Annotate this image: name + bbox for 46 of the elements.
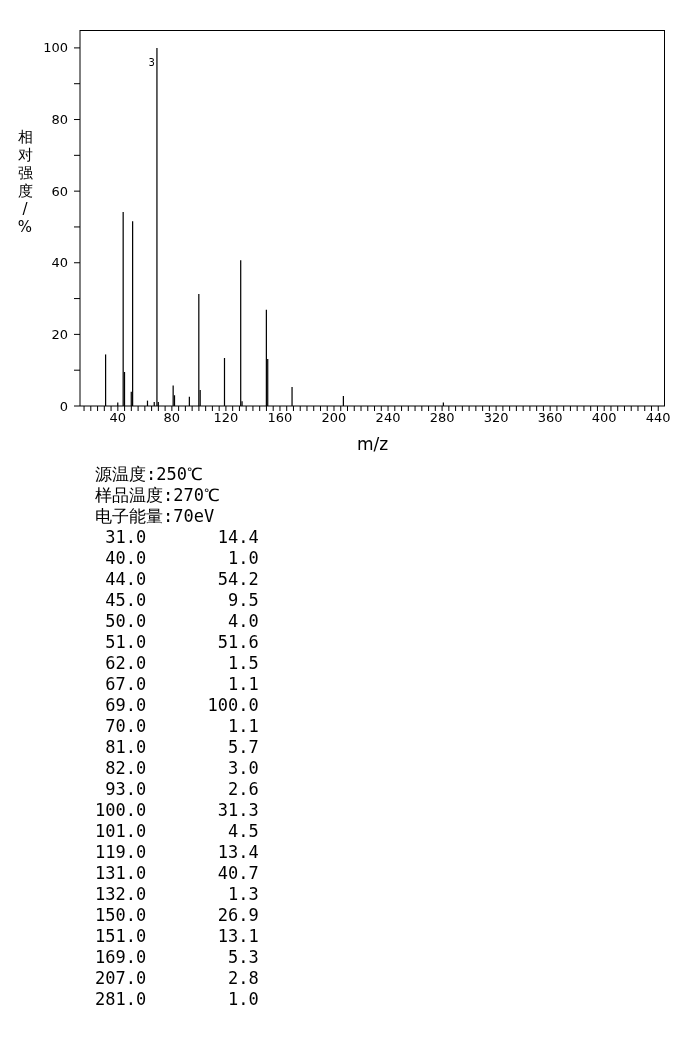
x-tick-label: 120 bbox=[213, 410, 239, 426]
text: 45.0 9.5 bbox=[104, 590, 260, 611]
text: 源温度:250℃ bbox=[95, 464, 204, 485]
x-axis-title: m/z bbox=[356, 434, 389, 454]
text: 70.0 1.1 bbox=[104, 716, 260, 737]
y-tick-label: 0 bbox=[59, 398, 68, 414]
x-tick-label: 80 bbox=[163, 410, 181, 426]
text: 电子能量:70eV bbox=[95, 506, 216, 527]
text: 281.0 1.0 bbox=[95, 989, 260, 1010]
text: 69.0 100.0 bbox=[104, 695, 260, 716]
y-tick-label: 60 bbox=[51, 183, 68, 199]
text: 150.0 26.9 bbox=[95, 905, 260, 926]
x-tick-label: 360 bbox=[537, 410, 563, 426]
text: 样品温度:270℃ bbox=[95, 485, 221, 506]
y-tick-label: 40 bbox=[51, 255, 68, 271]
x-tick-label: 400 bbox=[591, 410, 617, 426]
annotation: 3 bbox=[148, 56, 155, 68]
text: 132.0 1.3 bbox=[95, 884, 260, 905]
text: 82.0 3.0 bbox=[104, 758, 260, 779]
text: 131.0 40.7 bbox=[95, 863, 260, 884]
text: 40.0 1.0 bbox=[104, 548, 260, 569]
text: 51.0 51.6 bbox=[104, 632, 260, 653]
text: 67.0 1.1 bbox=[104, 674, 260, 695]
text: 119.0 13.4 bbox=[95, 842, 260, 863]
text: 101.0 4.5 bbox=[95, 821, 260, 842]
x-tick-label: 200 bbox=[321, 410, 347, 426]
x-tick-label: 440 bbox=[645, 410, 671, 426]
text: 50.0 4.0 bbox=[104, 611, 260, 632]
y-axis-title: 相对强度/% bbox=[16, 128, 34, 236]
y-tick-label: 100 bbox=[43, 40, 68, 56]
y-tick-label: 80 bbox=[51, 112, 68, 128]
x-tick-label: 40 bbox=[109, 410, 127, 426]
text: 151.0 13.1 bbox=[95, 926, 260, 947]
x-tick-label: 240 bbox=[375, 410, 401, 426]
text: 207.0 2.8 bbox=[95, 968, 260, 989]
text: 44.0 54.2 bbox=[104, 569, 260, 590]
text: 31.0 14.4 bbox=[104, 527, 260, 548]
text: 100.0 31.3 bbox=[95, 800, 260, 821]
x-tick-label: 320 bbox=[483, 410, 509, 426]
x-tick-label: 280 bbox=[429, 410, 455, 426]
text: 62.0 1.5 bbox=[104, 653, 260, 674]
x-tick-label: 160 bbox=[267, 410, 293, 426]
text: 81.0 5.7 bbox=[104, 737, 260, 758]
text: 169.0 5.3 bbox=[95, 947, 260, 968]
text: 93.0 2.6 bbox=[104, 779, 260, 800]
y-tick-label: 20 bbox=[51, 326, 68, 342]
